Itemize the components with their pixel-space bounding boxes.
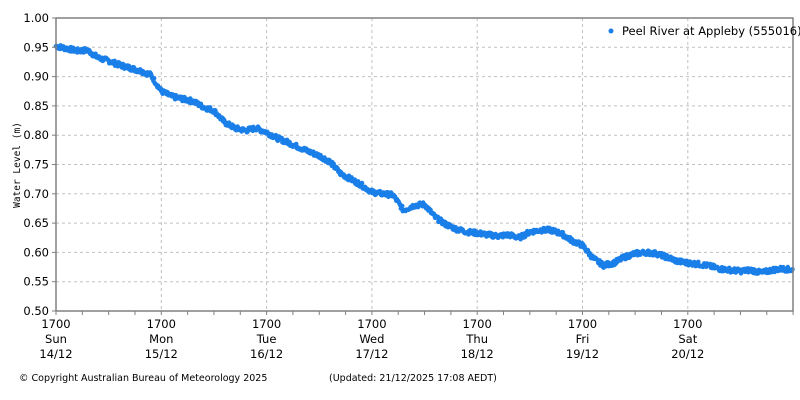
- y-tick-label: 0.80: [23, 128, 49, 142]
- x-tick-label: 1700: [463, 317, 492, 331]
- x-tick-label: Thu: [465, 332, 488, 346]
- y-tick-label: 0.75: [23, 158, 49, 172]
- x-tick-label: 1700: [147, 317, 176, 331]
- x-tick-label: Fri: [576, 332, 590, 346]
- x-tick-label: 1700: [568, 317, 597, 331]
- y-tick-label: 0.65: [23, 216, 49, 230]
- x-tick-label: Tue: [256, 332, 277, 346]
- y-tick-label: 0.55: [23, 275, 49, 289]
- updated-timestamp: (Updated: 21/12/2025 17:08 AEDT): [329, 373, 497, 384]
- y-tick-label: 1.00: [23, 11, 49, 25]
- x-tick-label: 19/12: [566, 347, 599, 361]
- x-tick-label: 1700: [41, 317, 70, 331]
- x-tick-label: 1700: [673, 317, 702, 331]
- x-tick-label: 17/12: [355, 347, 388, 361]
- y-tick-label: 0.70: [23, 187, 49, 201]
- data-series-points: [53, 43, 795, 276]
- x-tick-label: Mon: [149, 332, 173, 346]
- legend-label: Peel River at Appleby (555016): [622, 24, 800, 38]
- y-axis-label: Water Level (m): [12, 122, 23, 208]
- x-axis: 1700Sun14/121700Mon15/121700Tue16/121700…: [39, 311, 794, 361]
- x-tick-label: 18/12: [461, 347, 494, 361]
- legend-marker-icon: [608, 28, 614, 34]
- grid-lines: [56, 18, 793, 311]
- x-tick-label: Sat: [678, 332, 697, 346]
- copyright-text: © Copyright Australian Bureau of Meteoro…: [19, 373, 268, 384]
- x-tick-label: 20/12: [671, 347, 704, 361]
- legend: Peel River at Appleby (555016): [608, 24, 800, 38]
- y-tick-label: 0.90: [23, 70, 49, 84]
- x-tick-label: 14/12: [39, 347, 72, 361]
- y-tick-label: 0.95: [23, 40, 49, 54]
- y-tick-label: 0.60: [23, 245, 49, 259]
- x-tick-label: 1700: [252, 317, 281, 331]
- y-axis: 0.50 0.55 0.60 0.65 0.70 0.75 0.80 0.85 0.90 0.95…: [23, 11, 56, 318]
- x-tick-label: Sun: [45, 332, 67, 346]
- y-tick-label: 0.85: [23, 99, 49, 113]
- y-tick-label: 0.50: [23, 304, 49, 318]
- x-tick-label: 1700: [357, 317, 386, 331]
- x-tick-label: 16/12: [250, 347, 283, 361]
- x-tick-label: Wed: [359, 332, 384, 346]
- x-tick-label: 15/12: [145, 347, 178, 361]
